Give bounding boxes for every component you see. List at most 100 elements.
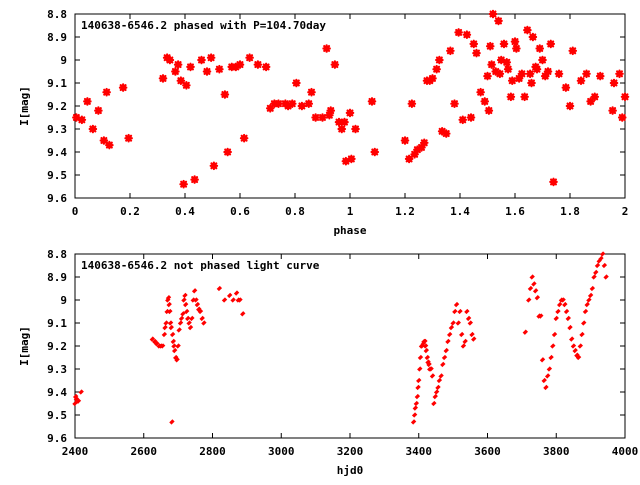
data-point: [165, 55, 175, 65]
data-point: [185, 315, 191, 322]
y-tick-label: 9.5: [47, 169, 67, 182]
data-point: [154, 341, 160, 347]
data-point: [265, 104, 275, 113]
data-point: [458, 115, 468, 125]
y-tick-label: 9.5: [47, 409, 67, 422]
data-point: [325, 110, 334, 120]
data-point: [433, 389, 440, 395]
data-point: [462, 30, 472, 39]
data-point: [340, 117, 349, 127]
data-point: [283, 101, 293, 111]
data-point: [170, 338, 176, 345]
data-point: [351, 124, 360, 134]
data-point: [307, 87, 316, 97]
data-point: [88, 124, 98, 134]
data-point: [197, 308, 204, 315]
data-point: [410, 419, 417, 425]
data-point: [422, 338, 428, 345]
data-point: [370, 147, 380, 157]
data-point: [169, 331, 176, 338]
data-point: [182, 81, 191, 90]
data-point: [450, 99, 459, 108]
data-point: [152, 338, 158, 345]
data-point: [532, 288, 539, 294]
data-point: [425, 359, 431, 365]
data-point: [83, 97, 92, 106]
data-point: [517, 69, 527, 79]
data-point: [535, 44, 545, 53]
y-tick-label: 8.8: [47, 248, 67, 261]
data-point: [345, 108, 355, 118]
data-point: [512, 44, 521, 53]
data-point: [472, 48, 481, 58]
y-axis-title: I[mag]: [18, 326, 31, 366]
y-tick-label: 9: [60, 54, 67, 67]
data-point: [245, 53, 254, 62]
data-point: [167, 320, 174, 326]
data-point: [483, 71, 492, 81]
data-point: [240, 311, 246, 317]
x-tick-label: 3000: [268, 445, 295, 458]
data-point: [416, 377, 422, 384]
data-point: [435, 384, 441, 391]
data-point: [410, 150, 419, 159]
data-point: [322, 44, 331, 53]
data-point: [413, 400, 420, 407]
data-point: [561, 83, 571, 92]
data-point: [527, 78, 536, 88]
x-tick-label: 3600: [474, 445, 501, 458]
data-point: [181, 297, 187, 303]
data-point: [496, 55, 506, 65]
data-point: [562, 301, 568, 308]
data-point: [494, 16, 503, 26]
x-axis-title: phase: [333, 224, 366, 237]
data-point: [579, 331, 585, 338]
data-point: [337, 124, 347, 134]
data-point: [553, 315, 559, 322]
data-point: [432, 393, 438, 400]
data-point: [447, 331, 453, 338]
data-point: [400, 136, 410, 145]
data-point: [177, 320, 184, 326]
data-point: [287, 99, 297, 108]
data-point: [159, 343, 166, 349]
x-tick-label: 4000: [612, 445, 639, 458]
x-tick-label: 1.8: [560, 205, 580, 218]
data-point: [435, 55, 444, 65]
data-point: [488, 9, 498, 19]
data-point: [466, 113, 476, 122]
y-tick-label: 8.8: [47, 8, 67, 21]
data-point: [507, 76, 517, 85]
data-point: [197, 55, 206, 65]
data-point: [180, 311, 186, 317]
data-point: [523, 25, 532, 35]
data-point: [609, 78, 619, 88]
data-point: [235, 60, 245, 69]
data-point: [593, 269, 599, 276]
data-point: [541, 377, 547, 384]
data-point: [582, 308, 589, 315]
data-point: [417, 143, 426, 152]
data-point: [220, 90, 230, 99]
data-point: [190, 297, 196, 303]
y-tick-label: 9.2: [47, 100, 67, 113]
data-point: [431, 400, 437, 407]
y-axis-title: I[mag]: [18, 86, 31, 126]
data-point: [422, 343, 429, 349]
data-point: [190, 175, 199, 184]
data-point: [187, 324, 194, 331]
data-point: [544, 373, 551, 379]
y-tick-label: 9.6: [47, 432, 67, 445]
data-point: [347, 154, 356, 164]
data-point: [423, 347, 429, 354]
data-point: [158, 74, 168, 83]
data-point: [99, 136, 109, 145]
data-point: [223, 147, 232, 157]
data-point: [73, 393, 79, 400]
data-point: [191, 288, 198, 294]
data-point: [174, 357, 180, 363]
data-point: [546, 39, 556, 49]
data-point: [563, 308, 570, 315]
data-point: [531, 281, 537, 287]
data-point: [534, 295, 541, 301]
